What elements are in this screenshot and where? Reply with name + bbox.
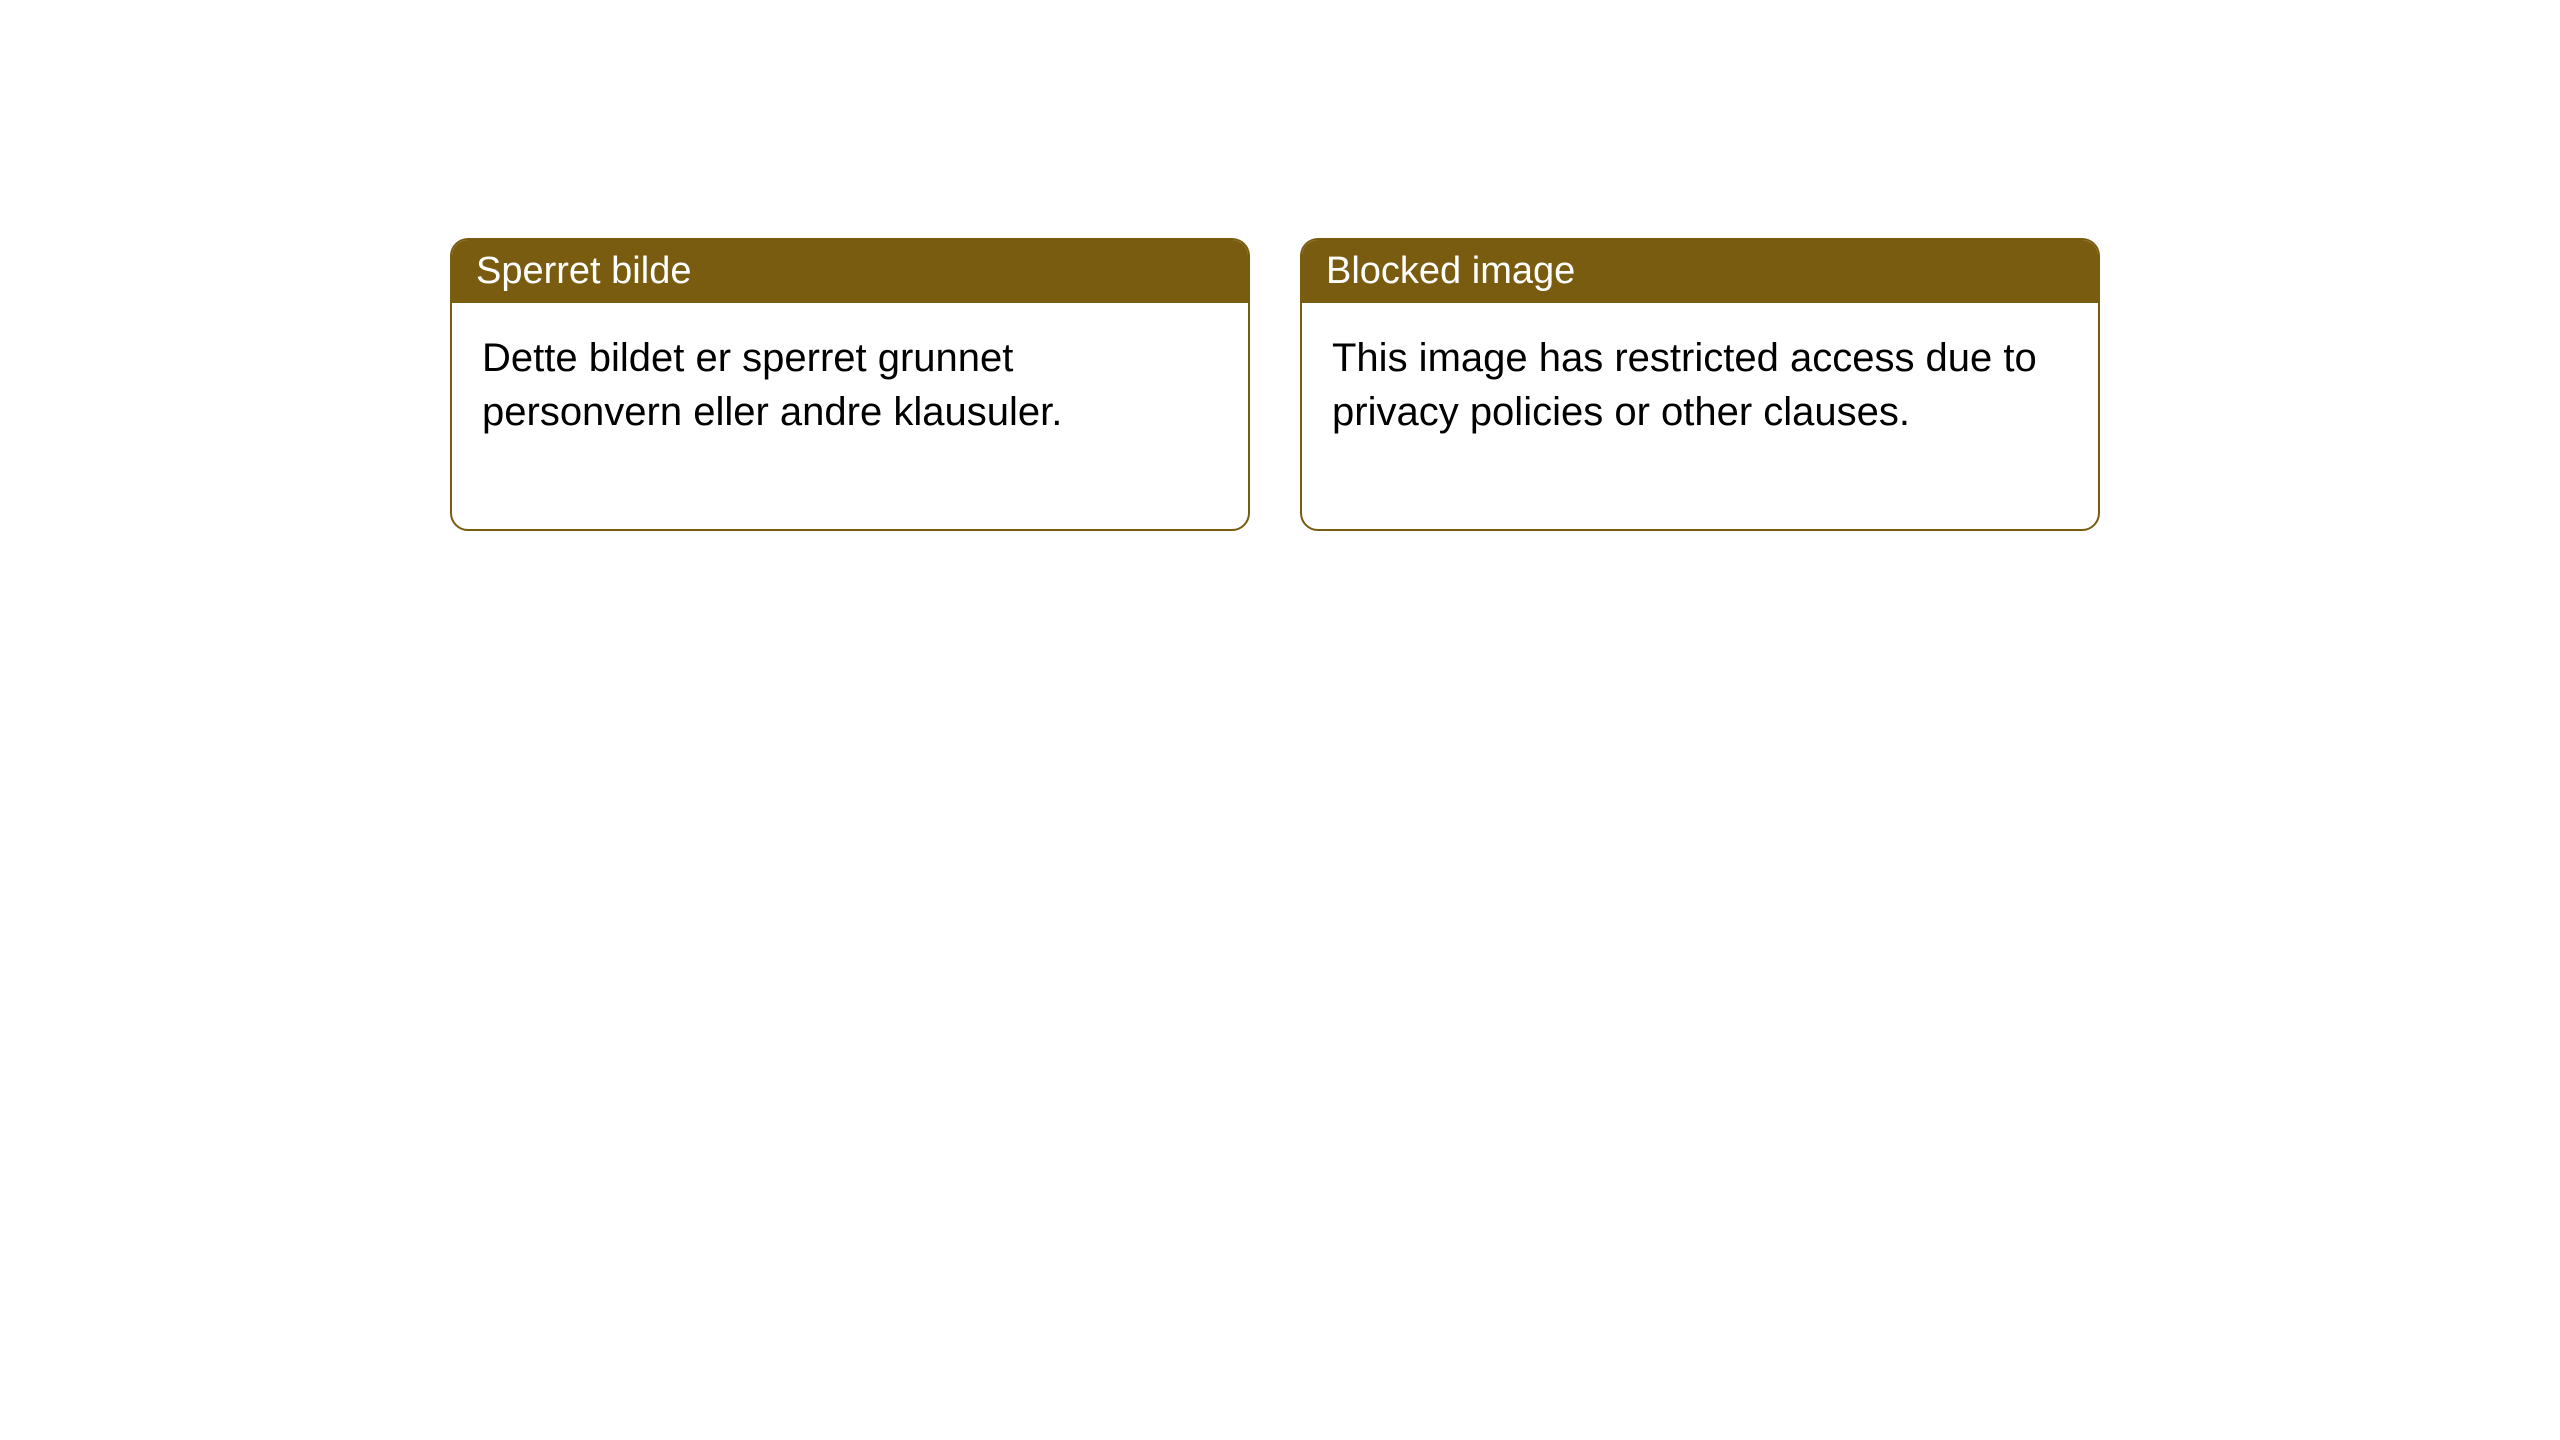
- info-cards-container: Sperret bilde Dette bildet er sperret gr…: [450, 238, 2100, 531]
- card-body: Dette bildet er sperret grunnet personve…: [452, 303, 1248, 529]
- card-body-text: This image has restricted access due to …: [1332, 336, 2037, 434]
- card-body: This image has restricted access due to …: [1302, 303, 2098, 529]
- card-header: Sperret bilde: [452, 240, 1248, 303]
- info-card-english: Blocked image This image has restricted …: [1300, 238, 2100, 531]
- info-card-norwegian: Sperret bilde Dette bildet er sperret gr…: [450, 238, 1250, 531]
- card-title: Blocked image: [1326, 250, 1575, 292]
- card-body-text: Dette bildet er sperret grunnet personve…: [482, 336, 1062, 434]
- card-title: Sperret bilde: [476, 250, 691, 292]
- card-header: Blocked image: [1302, 240, 2098, 303]
